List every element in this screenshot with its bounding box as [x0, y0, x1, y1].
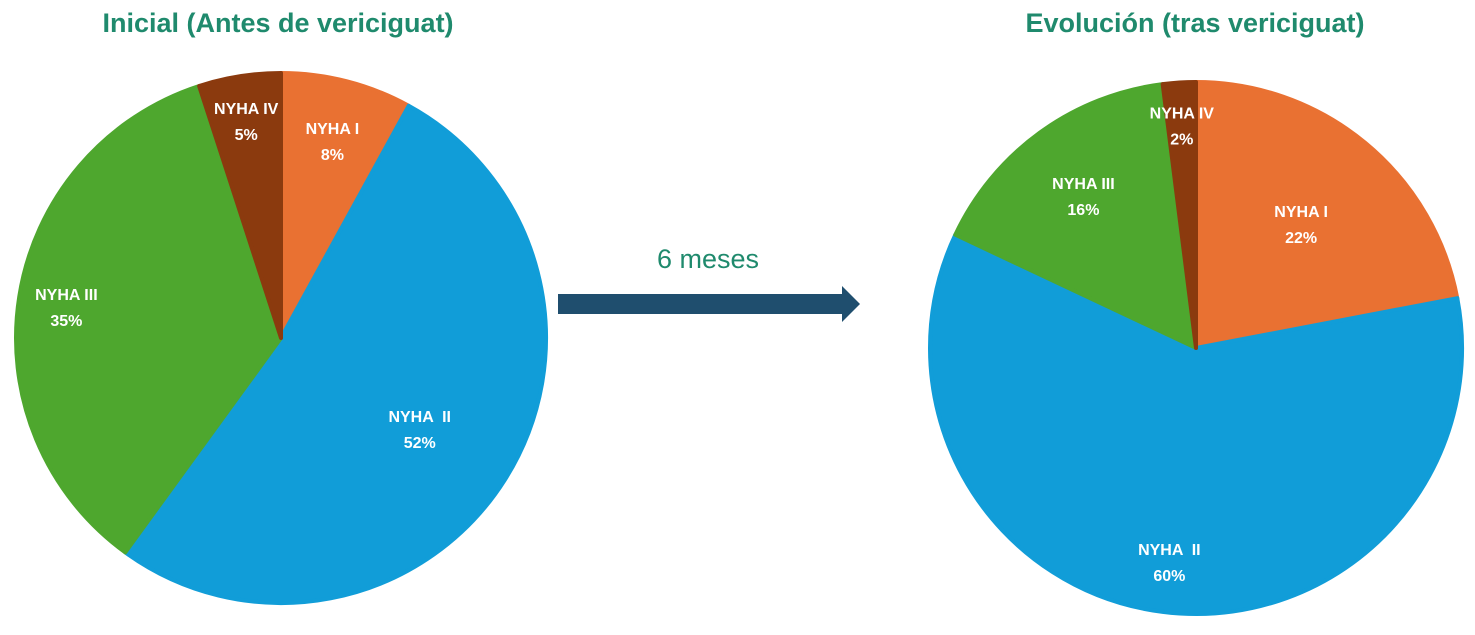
transition-label: 6 meses — [656, 244, 760, 274]
slice-label: NYHA IV — [214, 101, 279, 118]
pie-slice-evolution-4 — [1160, 80, 1198, 350]
pie-slice-initial-3 — [14, 83, 283, 555]
slice-label: NYHA II — [1138, 542, 1201, 559]
slice-value-label: 5% — [235, 127, 258, 144]
slice-label: NYHA III — [35, 287, 98, 304]
slice-label: NYHA II — [388, 409, 451, 426]
transition-arrow-icon — [558, 286, 860, 322]
chart-title-initial: Inicial (Antes de vericiguat) — [102, 8, 454, 38]
arrow-shape — [558, 286, 860, 322]
slice-value-label: 52% — [404, 435, 436, 452]
pie-slice-initial-1 — [279, 71, 411, 340]
pie-slice-initial-4 — [197, 71, 283, 340]
pie-slice-evolution-1 — [1194, 80, 1460, 350]
slice-value-label: 22% — [1285, 230, 1317, 247]
pie-slice-initial-2 — [123, 103, 548, 605]
chart-title-evolution: Evolución (tras vericiguat) — [1025, 8, 1365, 38]
slice-label: NYHA I — [306, 121, 360, 138]
slice-label: NYHA IV — [1150, 105, 1215, 122]
slice-value-label: 60% — [1153, 568, 1185, 585]
pie-slice-evolution-3 — [953, 82, 1198, 350]
slice-value-label: 35% — [50, 313, 82, 330]
slice-label: NYHA I — [1274, 204, 1328, 221]
pie-chart-initial: NYHA I 8% NYHA II 52% NYHA III 35% NYHA IV 5% — [14, 71, 548, 605]
slice-value-label: 16% — [1067, 202, 1099, 219]
slice-label: NYHA III — [1052, 176, 1115, 193]
pie-slice-evolution-2 — [928, 232, 1464, 616]
slice-value-label: 2% — [1170, 131, 1193, 148]
slice-value-label: 8% — [321, 147, 344, 164]
pie-chart-evolution: NYHA I 22% NYHA II 60% NYHA III 16% NYHA IV 2% — [928, 80, 1464, 616]
